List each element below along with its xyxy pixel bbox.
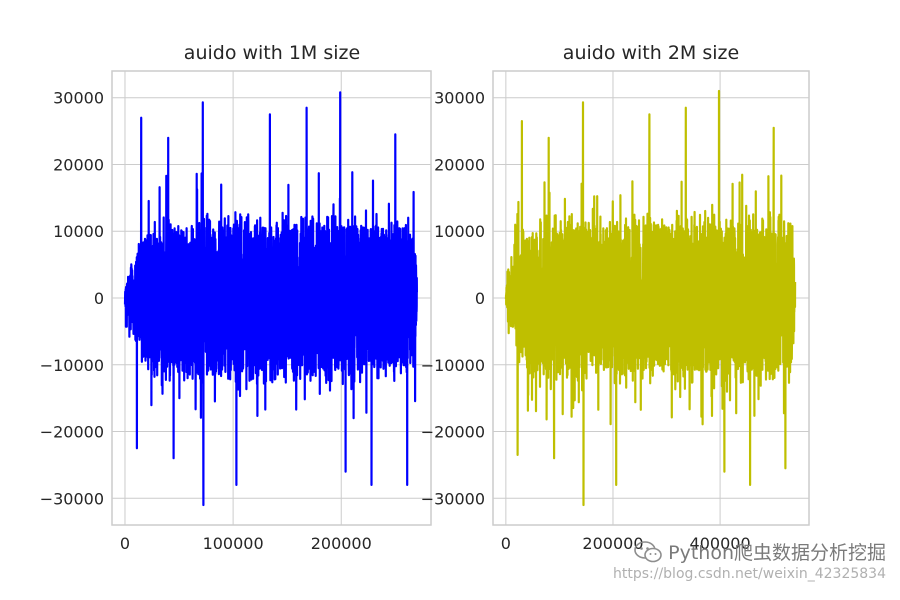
- y-tick-label: 20000: [53, 155, 104, 174]
- right-series-line: [504, 89, 797, 507]
- x-tick-label: 0: [120, 534, 130, 553]
- y-tick-label: 30000: [434, 89, 485, 108]
- x-tick-label: 0: [501, 534, 511, 553]
- x-tick-label: 100000: [203, 534, 264, 553]
- y-tick-label: 10000: [53, 222, 104, 241]
- y-tick-label: −30000: [421, 489, 485, 508]
- left-axes-frame: [111, 70, 432, 526]
- y-tick-label: −20000: [421, 423, 485, 442]
- y-tick-label: −20000: [40, 423, 104, 442]
- watermark-url: https://blog.csdn.net/weixin_42325834: [612, 566, 886, 582]
- right-axes-frame: [492, 70, 810, 526]
- wechat-icon: [634, 540, 662, 562]
- x-tick-label: 200000: [311, 534, 372, 553]
- y-tick-label: 30000: [53, 89, 104, 108]
- subplot-left-title: auido with 1M size: [184, 42, 360, 64]
- y-tick-label: 20000: [434, 155, 485, 174]
- y-tick-label: −10000: [421, 356, 485, 375]
- watermark-text: Python爬虫数据分析挖掘: [668, 542, 886, 564]
- x-tick-label: 400000: [690, 534, 751, 553]
- x-tick-label: 200000: [582, 534, 643, 553]
- watermark: Python爬虫数据分析挖掘 https://blog.csdn.net/wei…: [613, 538, 886, 582]
- left-series-line: [123, 91, 418, 507]
- y-tick-label: −30000: [40, 489, 104, 508]
- y-tick-label: −10000: [40, 356, 104, 375]
- subplot-left: auido with 1M size 3000020000100000−1000…: [40, 42, 432, 553]
- y-tick-label: 0: [94, 289, 104, 308]
- y-tick-label: 0: [475, 289, 485, 308]
- subplot-right-title: auido with 2M size: [563, 42, 739, 64]
- subplot-right: auido with 2M size 30000 20000 10000 0 −1000…: [421, 42, 810, 553]
- y-tick-label: 10000: [434, 222, 485, 241]
